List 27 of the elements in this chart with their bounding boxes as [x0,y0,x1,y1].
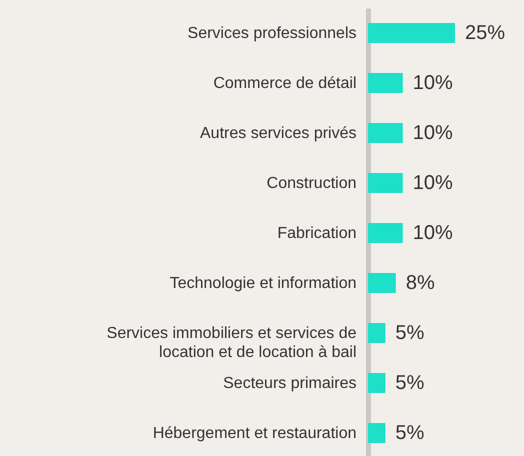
data-label: 5% [395,322,425,344]
bar [368,323,386,343]
data-label: 10% [412,172,454,194]
bar [368,73,403,93]
bar [368,223,403,243]
y-tick-label: Technologie et information [170,275,356,292]
data-label: 8% [406,272,435,294]
data-label: 5% [395,372,425,394]
y-tick-label: Services immobiliers et services de location et de location à bail [106,325,357,361]
y-tick-label: Secteurs primaires [223,375,356,392]
data-label: 10% [412,72,454,94]
data-label: 5% [395,422,425,444]
bar [368,173,403,193]
y-tick-label: Hébergement et restauration [152,425,356,442]
bar [368,123,403,143]
data-label: 10% [412,222,454,244]
y-tick-label: Fabrication [277,225,356,242]
y-tick-label: Autres services privés [200,125,356,142]
y-tick-label: Construction [266,175,356,192]
data-label: 10% [412,122,454,144]
bar [368,373,386,393]
y-tick-label: Services professionnels [188,25,356,42]
bar [368,23,455,43]
data-label: 25% [465,22,506,44]
y-tick-label: Commerce de détail [213,75,356,92]
bar [368,273,396,293]
bar [368,423,386,443]
